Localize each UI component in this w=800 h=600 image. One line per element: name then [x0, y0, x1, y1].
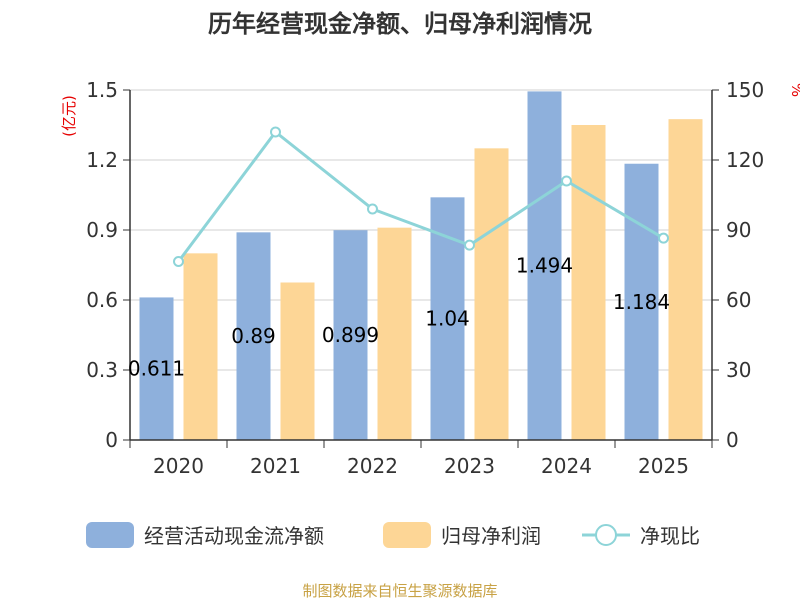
grid: [130, 89, 712, 371]
x-tick-label-2023: 2023: [444, 454, 495, 478]
bar-value-label-2021: 0.89: [231, 324, 276, 348]
left-axis: 0 0.3 0.6 0.9 1.2 1.5: [86, 78, 131, 452]
left-tick-label: 0: [105, 428, 118, 452]
ratio-point-2021: [270, 126, 281, 138]
right-tick-label: 150: [726, 78, 764, 102]
legend-swatch-cashflow: [86, 522, 134, 548]
legend-label-ratio: 净现比: [640, 524, 700, 548]
legend-marker-ratio: [595, 524, 617, 546]
bar-value-label-2024: 1.494: [516, 254, 573, 278]
bar-cashflow-2021: [236, 232, 271, 440]
bar-profit-2020: [183, 253, 218, 440]
bar-profit-2022: [377, 227, 412, 440]
bar-cashflow-2025: [624, 163, 659, 440]
bar-profit-2021: [280, 282, 315, 440]
x-axis: 2020 2021 2022 2023 2024 2025: [129, 439, 713, 478]
ratio-line: [173, 126, 669, 267]
legend-label-cashflow: 经营活动现金流净额: [144, 524, 324, 548]
ratio-point-2020: [173, 256, 184, 267]
right-axis-unit: %: [788, 83, 800, 97]
bar-value-label-2023: 1.04: [425, 307, 470, 331]
left-axis-unit: (亿元): [60, 95, 78, 137]
right-tick-label: 120: [726, 148, 764, 172]
left-tick-label: 0.6: [86, 288, 118, 312]
bar-value-label-2020: 0.611: [128, 357, 185, 381]
bar-value-label-2022: 0.899: [322, 323, 379, 347]
x-tick-label-2024: 2024: [541, 454, 592, 478]
bar-cashflow-2024: [527, 91, 562, 441]
left-tick-label: 1.5: [86, 78, 118, 102]
right-tick-label: 0: [726, 428, 739, 452]
bar-labels: 0.611 0.89 0.899 1.04 1.494 1.184: [128, 254, 670, 381]
right-tick-label: 90: [726, 218, 751, 242]
ratio-point-2024: [561, 175, 572, 187]
legend: 经营活动现金流净额 归母净利润 净现比: [86, 522, 700, 548]
bars: [139, 91, 703, 441]
ratio-point-2023: [464, 239, 475, 251]
legend-label-profit: 归母净利润: [441, 524, 541, 548]
source-note: 制图数据来自恒生聚源数据库: [302, 582, 497, 600]
right-axis: 0 30 60 90 120 150: [711, 78, 764, 452]
ratio-point-2025: [658, 232, 669, 244]
x-tick-label-2020: 2020: [153, 454, 204, 478]
chart-title: 历年经营现金净额、归母净利润情况: [208, 10, 592, 38]
x-tick-label-2021: 2021: [250, 454, 301, 478]
left-tick-label: 0.9: [86, 218, 118, 242]
left-tick-label: 1.2: [86, 148, 118, 172]
right-tick-label: 30: [726, 358, 751, 382]
x-tick-label-2025: 2025: [638, 454, 689, 478]
left-tick-label: 0.3: [86, 358, 118, 382]
bar-cashflow-2020: [139, 297, 174, 440]
right-tick-label: 60: [726, 288, 751, 312]
bar-cashflow-2022: [333, 230, 368, 440]
legend-swatch-profit: [383, 522, 431, 548]
bar-value-label-2025: 1.184: [613, 290, 670, 314]
bar-profit-2024: [571, 125, 606, 440]
bar-profit-2025: [668, 119, 703, 441]
bar-profit-2023: [474, 148, 509, 441]
ratio-series-line: [177, 129, 665, 263]
ratio-point-2022: [367, 203, 378, 215]
x-tick-label-2022: 2022: [347, 454, 398, 478]
